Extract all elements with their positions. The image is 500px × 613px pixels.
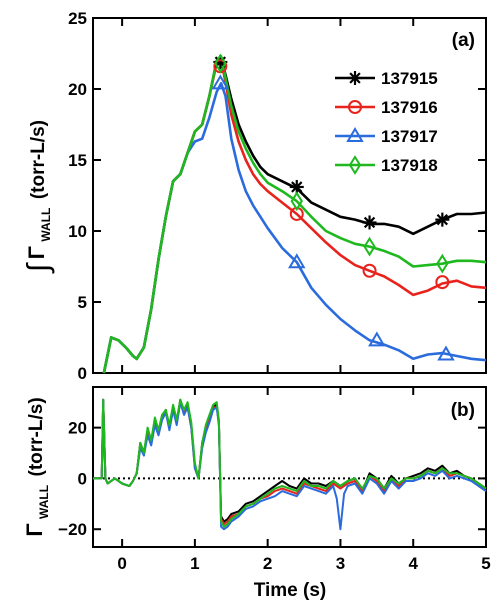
data-marker-137915 <box>289 179 304 194</box>
x-axis-label: Time (s) <box>254 580 327 601</box>
x-tick-label: 2 <box>263 554 272 573</box>
y-tick-label: 5 <box>78 293 87 312</box>
data-marker-137917 <box>368 331 386 347</box>
panel-a-frame <box>92 17 487 374</box>
svg-text:Γ WALL (torr-L: Γ WALL (torr-L/s) <box>22 397 52 536</box>
panel-a-label: (a) <box>452 30 475 51</box>
y-label-b-gamma: Γ <box>22 523 47 536</box>
y-tick-label: 0 <box>78 469 87 488</box>
data-marker-137918 <box>214 53 227 74</box>
legend-label-137916: 137916 <box>381 98 438 117</box>
y-label-b-units: (torr-L/s) <box>26 397 47 476</box>
series-line-137918 <box>102 54 487 374</box>
y-label-integral: ∫ <box>22 262 55 274</box>
legend-label-137915: 137915 <box>381 69 438 88</box>
panel-b-label: (b) <box>451 400 475 421</box>
y-tick-label: 15 <box>68 151 87 170</box>
legend-marker-137917 <box>346 127 364 142</box>
data-marker-137917 <box>288 253 306 269</box>
data-marker-137916 <box>435 275 450 290</box>
y-label-units: (torr-L/s) <box>28 120 49 199</box>
data-marker-137918 <box>363 236 376 257</box>
x-tick-label: 1 <box>190 554 199 573</box>
legend-label-137917: 137917 <box>381 127 438 146</box>
data-marker-137917 <box>437 345 455 361</box>
panel-b-y-axis-label: Γ WALL (torr-L/s) <box>22 397 52 536</box>
y-label-gamma: Γ <box>24 246 49 259</box>
x-tick-label: 5 <box>481 554 490 573</box>
legend-marker-137916 <box>348 100 362 114</box>
data-marker-137915 <box>435 212 450 227</box>
y-label-b-subscript: WALL <box>37 485 51 519</box>
panel-a-y-ticks: 0 5 10 15 20 25 <box>68 9 486 383</box>
panel-b-frame <box>92 386 487 548</box>
data-marker-137916 <box>362 263 377 278</box>
svg-text:∫ Γ WALL: ∫ Γ WALL (torr-L/s) <box>22 120 55 274</box>
legend-label-137918: 137918 <box>381 156 438 175</box>
x-tick-label: 3 <box>336 554 345 573</box>
y-tick-label: 20 <box>68 80 87 99</box>
panel-b: −20 0 20 0 1 2 3 4 5 (b) Γ WALL (torr-L/s) Time… <box>22 386 491 601</box>
legend-marker-137915 <box>348 71 362 85</box>
series-line-b-137917 <box>93 398 487 531</box>
y-tick-label: 10 <box>68 222 87 241</box>
panel-a-x-ticks <box>121 18 487 373</box>
y-tick-label: 25 <box>68 9 87 28</box>
data-marker-137917 <box>211 74 230 90</box>
data-marker-137915 <box>362 215 377 230</box>
series-line-b-137916 <box>93 398 487 526</box>
panel-b-x-ticks: 0 1 2 3 4 5 <box>117 387 491 573</box>
y-tick-label: 20 <box>68 419 87 438</box>
y-label-subscript: WALL <box>39 208 53 242</box>
data-marker-137918 <box>436 253 449 274</box>
series-line-b-137918 <box>93 398 487 528</box>
legend: 137915 137916 137917 137918 <box>335 69 438 175</box>
data-marker-137918 <box>290 191 303 212</box>
x-tick-label: 4 <box>408 554 418 573</box>
y-tick-label: 0 <box>78 364 87 383</box>
x-tick-label: 0 <box>117 554 126 573</box>
series-line-b-137915 <box>93 398 487 523</box>
y-tick-label: −20 <box>58 520 87 539</box>
panel-b-y-ticks: −20 0 20 <box>58 419 486 539</box>
legend-marker-137918 <box>348 155 362 175</box>
panel-a-y-axis-label: ∫ Γ WALL (torr-L/s) <box>22 120 55 274</box>
